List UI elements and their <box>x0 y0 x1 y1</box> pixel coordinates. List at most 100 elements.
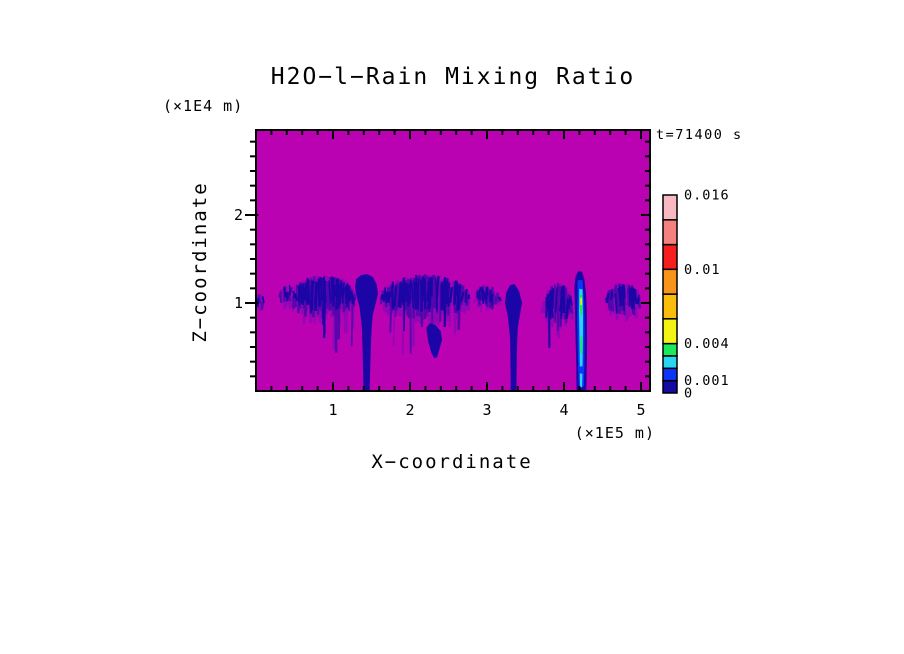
cluster-g-stroke <box>607 290 612 309</box>
cluster-a-stroke <box>319 277 323 301</box>
funnel-plume <box>355 274 378 390</box>
cluster-b-stroke <box>460 291 465 302</box>
cluster-a-stroke <box>340 280 344 304</box>
cluster-b-stroke <box>404 282 408 303</box>
cluster-g-stroke <box>636 297 640 305</box>
cluster-b-stroke <box>432 281 437 309</box>
cluster-a-stroke <box>353 294 357 300</box>
colorbar-tick-label: 0.01 <box>684 262 721 278</box>
cluster-c-stroke <box>482 291 486 305</box>
colorbar-segment <box>662 293 678 320</box>
cluster-a-stroke <box>334 279 338 297</box>
colorbar-segment <box>662 268 678 295</box>
cluster-a-stroke <box>328 280 332 304</box>
cluster-b-stroke <box>401 277 405 298</box>
cluster-b-stroke <box>453 285 457 305</box>
bright-streak-cyan-bottom <box>579 373 583 388</box>
cluster-g-stroke <box>605 293 610 304</box>
bright-streak-green-lower <box>580 336 583 354</box>
cluster-a-stroke <box>323 280 326 339</box>
cluster-a-stroke <box>292 296 296 308</box>
x-tick-label: 3 <box>482 401 491 419</box>
cluster-a-lead-stroke <box>289 286 294 294</box>
cluster-a-stroke <box>292 290 296 299</box>
x-tick-label: 4 <box>559 401 568 419</box>
colorbar-tick-label: 0 <box>684 386 693 402</box>
cluster-b-stroke <box>417 278 420 310</box>
cluster-a-stroke <box>330 276 335 307</box>
colorbar-segment <box>662 318 678 345</box>
cluster-a-stroke <box>304 283 308 299</box>
cluster-a-stroke <box>351 299 355 305</box>
cluster-g-stroke <box>620 286 623 305</box>
cluster-a-stroke <box>343 287 347 300</box>
cluster-g-stroke <box>632 290 637 302</box>
cluster-g-stroke <box>631 291 636 310</box>
stem-plume <box>505 284 522 390</box>
cluster-a-stroke <box>297 285 301 306</box>
cluster-e-stroke <box>556 288 560 327</box>
colorbar-segment <box>662 379 678 394</box>
cluster-c-stroke <box>498 296 502 302</box>
cluster-a-stroke <box>314 281 319 311</box>
edge-speck-stroke <box>261 296 265 303</box>
colorbar-segment <box>662 219 678 246</box>
plot-background <box>256 130 650 391</box>
colorbar-tick-label: 0.004 <box>684 336 730 352</box>
cluster-b-stroke <box>440 282 444 311</box>
cluster-c-stroke <box>485 286 489 303</box>
cluster-g-stroke <box>621 284 625 298</box>
z-axis-title: Z−coordinate <box>189 181 211 342</box>
cluster-b-stroke <box>411 283 415 309</box>
cluster-g-stroke <box>610 289 614 300</box>
cluster-b-stroke <box>402 282 406 306</box>
cluster-c-stroke <box>473 297 477 304</box>
cluster-g-stroke <box>623 284 626 299</box>
cluster-b-stroke <box>427 277 431 310</box>
cluster-b-stroke <box>423 278 427 310</box>
x-tick-label: 5 <box>636 401 645 419</box>
cluster-a-stroke <box>347 285 351 296</box>
cluster-a-stroke <box>300 286 304 302</box>
cluster-e-stroke <box>569 295 573 306</box>
cluster-a-stroke <box>302 287 307 301</box>
cluster-b-stroke <box>442 276 447 295</box>
cluster-e-stroke <box>567 298 571 310</box>
cluster-g-stroke <box>614 293 618 314</box>
cluster-e-stroke <box>565 298 570 319</box>
time-stamp-label: t=71400 s <box>656 127 743 143</box>
cluster-a-stroke <box>350 290 354 299</box>
cluster-e-stroke <box>540 301 546 314</box>
cluster-b-stroke <box>393 285 398 307</box>
cluster-b-stroke <box>408 280 412 305</box>
cluster-b-stroke <box>449 287 453 303</box>
plot-border <box>255 129 651 392</box>
x-axis-title: X−coordinate <box>371 451 532 473</box>
cluster-e-stroke <box>562 285 566 314</box>
cluster-b-stroke <box>434 277 438 295</box>
colorbar-segment <box>662 355 678 370</box>
cluster-a-lead-stroke <box>279 294 283 304</box>
colorbar-segment <box>662 367 678 382</box>
tick-labels-layer: 1 2 3 4 5 1 2 <box>234 206 646 419</box>
cluster-a-stroke <box>312 280 316 318</box>
bright-streak-yellow-speck <box>580 297 582 306</box>
cluster-c-stroke <box>478 290 481 300</box>
cluster-a-lead-stroke <box>283 286 287 298</box>
cluster-b-tail <box>426 323 442 359</box>
rain-features-layer <box>257 271 642 390</box>
colorbar-segment <box>662 194 678 221</box>
cluster-a-stroke <box>350 296 354 347</box>
cluster-a-lead-stroke <box>288 285 292 296</box>
cluster-b-stroke <box>406 284 410 307</box>
cluster-g-stroke <box>628 285 631 307</box>
cluster-e-stroke <box>554 286 558 313</box>
cluster-b-stroke <box>385 291 389 304</box>
chart-title: H2O−l−Rain Mixing Ratio <box>271 64 636 90</box>
z-tick-label: 2 <box>234 206 243 224</box>
cluster-g-stroke <box>626 288 631 307</box>
cluster-a-stroke <box>309 285 313 313</box>
